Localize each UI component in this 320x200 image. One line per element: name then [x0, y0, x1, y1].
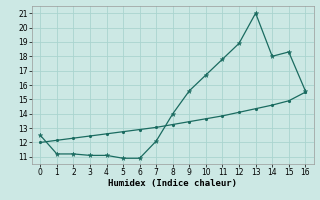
X-axis label: Humidex (Indice chaleur): Humidex (Indice chaleur) [108, 179, 237, 188]
